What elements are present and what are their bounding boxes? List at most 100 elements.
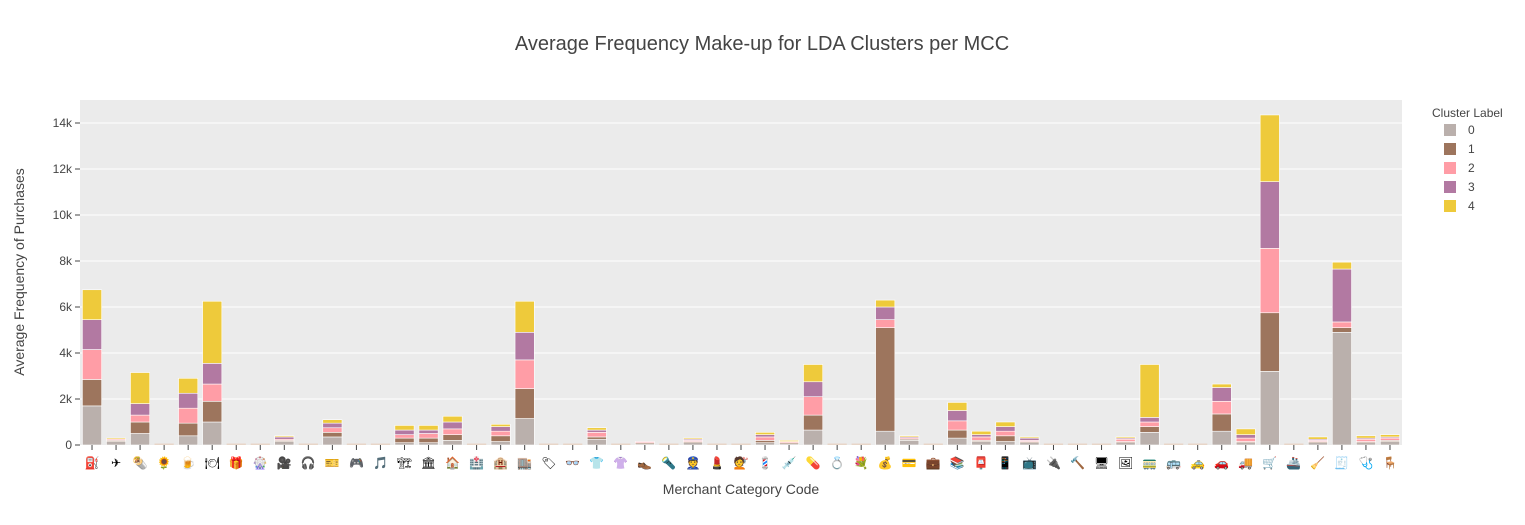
bar-segment-cluster-2: [394, 434, 415, 439]
x-tick-label: 📱: [998, 456, 1013, 470]
x-tick-label: 🏷: [541, 456, 556, 470]
bar-segment-cluster-0: [1019, 442, 1040, 446]
x-tick-label: 🛒: [1262, 456, 1277, 470]
x-tick-label: 🚌: [1166, 456, 1181, 470]
legend-title: Cluster Label: [1432, 106, 1503, 120]
bar-segment-cluster-2: [82, 349, 102, 380]
legend-label-cluster-1[interactable]: 1: [1468, 142, 1475, 156]
bar-segment-cluster-4: [106, 437, 126, 440]
x-tick-label: 🚢: [1286, 456, 1301, 470]
legend-swatch-cluster-0[interactable]: [1444, 124, 1456, 136]
bar-segment-cluster-1: [490, 435, 511, 442]
x-tick-label: 🪑: [1383, 456, 1398, 470]
bar-segment-cluster-3: [82, 319, 102, 350]
y-tick-label: 4k: [59, 346, 73, 360]
x-tick-label: 🎵: [373, 456, 388, 470]
bar-segment-cluster-3: [442, 421, 463, 430]
bar-segment-cluster-1: [442, 434, 463, 441]
y-tick-label: 0: [65, 438, 72, 452]
x-tick-label: 👞: [637, 456, 652, 470]
y-axis-title: Average Frequency of Purchases: [11, 168, 27, 376]
bar-baseline-stub: [611, 443, 631, 445]
bar-segment-cluster-2: [178, 407, 199, 424]
bar-segment-cluster-0: [1235, 442, 1256, 446]
y-tick-label: 10k: [53, 208, 73, 222]
legend-label-cluster-2[interactable]: 2: [1468, 161, 1475, 175]
x-tick-label: 🚃: [1142, 456, 1157, 470]
legend-label-cluster-3[interactable]: 3: [1468, 180, 1475, 194]
x-tick-label: 🌻: [157, 456, 172, 470]
bar-segment-cluster-1: [82, 379, 102, 407]
bar-segment-cluster-2: [1115, 438, 1136, 442]
bar-segment-cluster-1: [202, 400, 223, 423]
bar-segment-cluster-2: [1139, 421, 1160, 427]
bar-segment-cluster-2: [803, 396, 824, 416]
bar-baseline-stub: [154, 443, 174, 445]
bar-segment-cluster-4: [1019, 436, 1040, 439]
bar-segment-cluster-2: [755, 436, 775, 441]
bar-segment-cluster-4: [1139, 364, 1160, 418]
bar-baseline-stub: [1188, 443, 1208, 445]
bar-segment-cluster-0: [490, 441, 511, 446]
bar-segment-cluster-2: [1356, 438, 1376, 442]
bar-segment-cluster-0: [82, 405, 102, 446]
bar-segment-cluster-2: [1211, 400, 1232, 415]
legend-swatch-cluster-3[interactable]: [1444, 181, 1456, 193]
bar-segment-cluster-2: [1331, 321, 1352, 329]
y-axis-ticks: 0 2k 4k 6k 8k 10k 12k 14k: [53, 116, 80, 452]
x-tick-label: 🧾: [1334, 456, 1349, 470]
legend-label-cluster-4[interactable]: 4: [1468, 199, 1475, 213]
bar-segment-cluster-4: [1331, 261, 1352, 270]
plot-background: [80, 100, 1402, 445]
bar-segment-cluster-2: [418, 433, 439, 439]
legend-swatch-cluster-4[interactable]: [1444, 200, 1456, 212]
x-tick-label: 🔨: [1070, 456, 1085, 470]
bar-segment-cluster-0: [130, 433, 151, 446]
bar-segment-cluster-2: [1380, 437, 1400, 441]
bar-baseline-stub: [466, 443, 487, 445]
x-tick-label: 💳: [902, 456, 917, 470]
x-tick-label: 🎡: [253, 456, 268, 470]
bar-segment-cluster-4: [202, 300, 223, 364]
legend-swatch-cluster-1[interactable]: [1444, 143, 1456, 155]
bar-segment-cluster-2: [442, 428, 463, 435]
x-tick-label: 🚚: [1238, 456, 1253, 470]
bar-segment-cluster-2: [995, 430, 1016, 437]
bar-segment-cluster-0: [586, 438, 607, 446]
bar-segment-cluster-4: [971, 430, 992, 435]
bar-baseline-stub: [1284, 443, 1304, 445]
bar-baseline-stub: [539, 443, 559, 445]
bar-segment-cluster-0: [755, 442, 775, 446]
x-tick-label: 🏬: [517, 456, 532, 470]
bar-segment-cluster-4: [1211, 383, 1232, 388]
bar-segment-cluster-4: [1356, 435, 1376, 439]
bar-segment-cluster-2: [875, 319, 896, 328]
bar-baseline-stub: [1091, 443, 1112, 445]
legend-label-cluster-0[interactable]: 0: [1468, 123, 1475, 137]
legend-swatch-cluster-2[interactable]: [1444, 162, 1456, 174]
bar-segment-cluster-3: [971, 434, 992, 438]
x-tick-label: 🏥: [469, 456, 484, 470]
bar-segment-cluster-4: [683, 437, 703, 440]
x-tick-label: 🎧: [301, 456, 316, 470]
bar-segment-cluster-2: [322, 427, 343, 433]
x-tick-label: 🎥: [277, 456, 292, 470]
bar-segment-cluster-0: [971, 441, 992, 446]
bar-segment-cluster-3: [274, 436, 295, 440]
bar-segment-cluster-3: [803, 381, 824, 397]
x-tick-label: 📺: [1022, 456, 1037, 470]
bar-segment-cluster-0: [1331, 331, 1352, 446]
bar-segment-cluster-3: [995, 426, 1016, 432]
bar-segment-cluster-1: [586, 436, 607, 440]
bar-segment-cluster-4: [130, 372, 151, 404]
bar-segment-cluster-4: [1380, 434, 1400, 438]
bar-segment-cluster-0: [418, 442, 439, 446]
bar-segment-cluster-4: [394, 425, 415, 431]
x-tick-label: 👓: [565, 456, 580, 470]
x-tick-label: 🌯: [133, 456, 148, 470]
bar-segment-cluster-0: [1115, 442, 1136, 446]
bar-baseline-stub: [370, 443, 391, 445]
bar-segment-cluster-2: [586, 432, 607, 438]
bar-segment-cluster-4: [947, 402, 968, 411]
chart-title: Average Frequency Make-up for LDA Cluste…: [515, 33, 1009, 55]
